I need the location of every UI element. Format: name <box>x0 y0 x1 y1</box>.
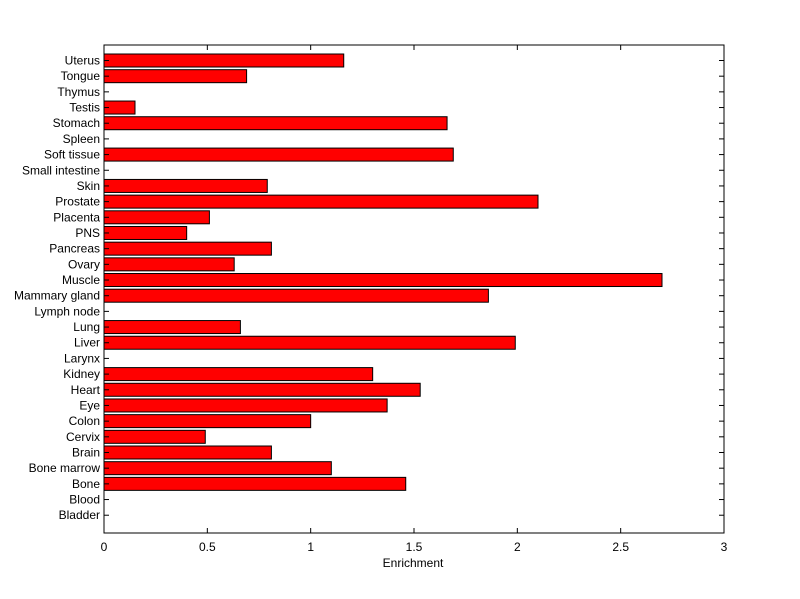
y-tick-label-small-intestine: Small intestine <box>22 163 100 177</box>
y-tick-label-ovary: Ovary <box>68 257 100 271</box>
bar-pns <box>103 225 188 240</box>
y-tick-label-soft-tissue: Soft tissue <box>44 148 100 162</box>
y-tick-label-cervix: Cervix <box>66 430 100 444</box>
bar-cervix <box>103 429 206 444</box>
x-tick-label-6: 3 <box>721 540 728 554</box>
y-tick-label-tongue: Tongue <box>61 69 101 83</box>
x-axis-title: Enrichment <box>383 556 444 570</box>
y-tick-label-thymus: Thymus <box>57 85 100 99</box>
y-tick-label-spleen: Spleen <box>63 132 100 146</box>
x-tick-label-5: 2.5 <box>612 540 629 554</box>
x-tick-label-2: 1 <box>307 540 314 554</box>
bar-soft-tissue <box>103 147 454 162</box>
bar-pancreas <box>103 241 272 256</box>
y-tick-label-stomach: Stomach <box>53 116 100 130</box>
bar-placenta <box>103 210 210 225</box>
y-tick-label-colon: Colon <box>69 414 100 428</box>
y-tick-label-skin: Skin <box>77 179 100 193</box>
bar-liver <box>103 335 516 350</box>
y-tick-label-lung: Lung <box>73 320 100 334</box>
y-tick-label-pancreas: Pancreas <box>49 242 100 256</box>
y-tick-label-placenta: Placenta <box>53 210 100 224</box>
x-tick-label-3: 1.5 <box>406 540 423 554</box>
bar-stomach <box>103 116 448 131</box>
y-tick-label-larynx: Larynx <box>64 351 100 365</box>
x-ticks-group: 0 0.5 1 1.5 2 2.5 3 <box>101 45 728 554</box>
y-tick-label-lymph-node: Lymph node <box>34 304 100 318</box>
bar-eye <box>103 398 388 413</box>
y-tick-label-bladder: Bladder <box>59 508 100 522</box>
bar-colon <box>103 414 312 429</box>
y-tick-label-eye: Eye <box>79 398 100 412</box>
y-tick-label-kidney: Kidney <box>63 367 100 381</box>
y-tick-label-uterus: Uterus <box>65 54 100 68</box>
bar-prostate <box>103 194 539 209</box>
y-tick-label-muscle: Muscle <box>62 273 100 287</box>
y-tick-label-heart: Heart <box>71 383 101 397</box>
x-tick-label-1: 0.5 <box>199 540 216 554</box>
bar-tongue <box>103 69 248 84</box>
x-tick-label-0: 0 <box>101 540 108 554</box>
bar-lung <box>103 320 241 335</box>
bar-bone-marrow <box>103 461 332 476</box>
y-tick-label-testis: Testis <box>69 101 100 115</box>
bar-mammary-gland <box>103 288 489 303</box>
y-tick-label-bone: Bone <box>72 477 100 491</box>
plot-frame <box>103 44 725 534</box>
bar-brain <box>103 445 272 460</box>
y-tick-label-pns: PNS <box>75 226 100 240</box>
bar-skin <box>103 178 268 193</box>
bar-bone <box>103 476 407 491</box>
bar-heart <box>103 382 421 397</box>
x-tick-label-4: 2 <box>514 540 521 554</box>
bar-uterus <box>103 53 345 68</box>
bar-muscle <box>103 273 663 288</box>
bar-ovary <box>103 257 235 272</box>
y-tick-label-liver: Liver <box>74 336 100 350</box>
y-tick-label-mammary-gland: Mammary gland <box>14 289 100 303</box>
y-tick-label-bone-marrow: Bone marrow <box>29 461 101 475</box>
bar-kidney <box>103 367 374 382</box>
y-tick-label-blood: Blood <box>69 493 100 507</box>
y-tick-label-prostate: Prostate <box>55 195 100 209</box>
y-tick-label-brain: Brain <box>72 446 100 460</box>
